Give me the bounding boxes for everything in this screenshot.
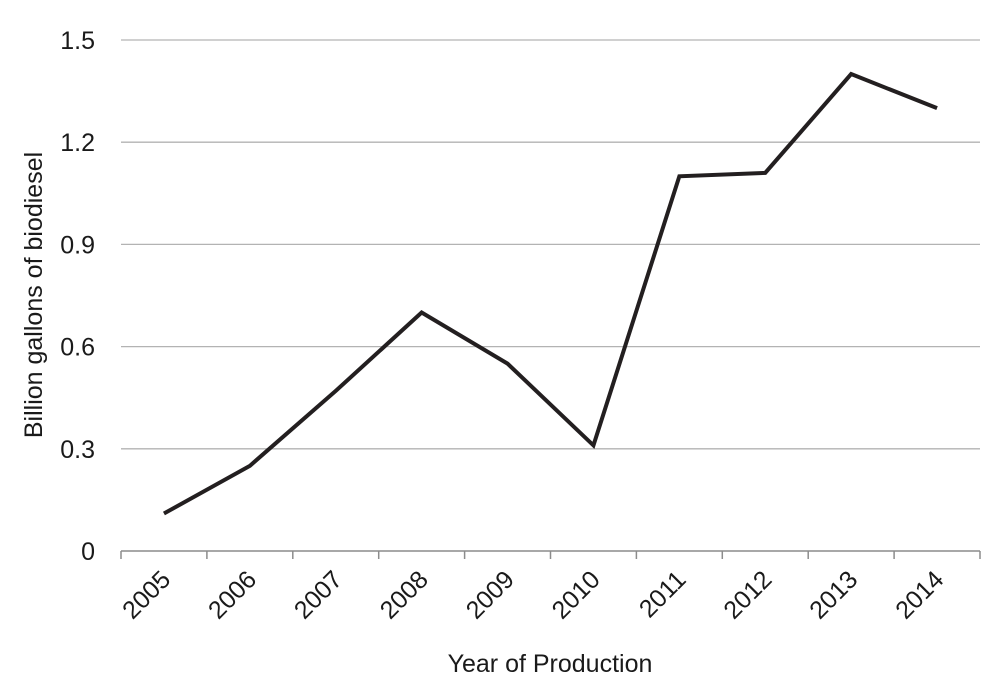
x-tick-label: 2008 xyxy=(375,565,434,624)
y-axis-title: Billion gallons of biodiesel xyxy=(20,152,48,438)
x-axis-title: Year of Production xyxy=(448,650,653,678)
x-tick-label: 2011 xyxy=(634,565,692,623)
data-point xyxy=(507,363,508,364)
x-tick-label: 2010 xyxy=(547,565,606,624)
y-tick-label: 0 xyxy=(81,538,95,566)
data-point xyxy=(593,445,594,446)
x-tick-label: 2013 xyxy=(804,565,863,624)
x-tick-label: 2005 xyxy=(117,565,176,624)
data-point xyxy=(937,108,938,109)
x-tick-label: 2009 xyxy=(461,565,520,624)
x-tick-label: 2007 xyxy=(289,565,348,624)
x-tick-label: 2006 xyxy=(203,565,262,624)
data-point xyxy=(421,312,422,313)
data-point xyxy=(335,390,336,391)
y-tick-label: 0.9 xyxy=(60,231,95,259)
gridlines xyxy=(121,39,980,450)
data-point xyxy=(679,176,680,177)
data-point xyxy=(163,513,164,514)
data-point xyxy=(851,74,852,75)
series xyxy=(162,71,938,516)
series-line xyxy=(162,71,938,516)
y-tick-labels: 0 0.3 0.6 0.9 1.2 1.5 xyxy=(60,27,95,566)
y-tick-label: 1.5 xyxy=(60,27,95,55)
x-tick-marks xyxy=(120,551,981,559)
x-tick-labels: 2005 2006 2007 2008 2009 2010 2011 2012 2013 2014 xyxy=(117,565,949,624)
data-point xyxy=(249,465,250,466)
y-tick-label: 1.2 xyxy=(60,129,95,157)
x-tick-label: 2012 xyxy=(718,565,777,624)
y-tick-label: 0.6 xyxy=(60,334,95,362)
x-tick-label: 2014 xyxy=(890,565,949,624)
y-tick-label: 0.3 xyxy=(60,436,95,464)
data-point xyxy=(765,172,766,173)
